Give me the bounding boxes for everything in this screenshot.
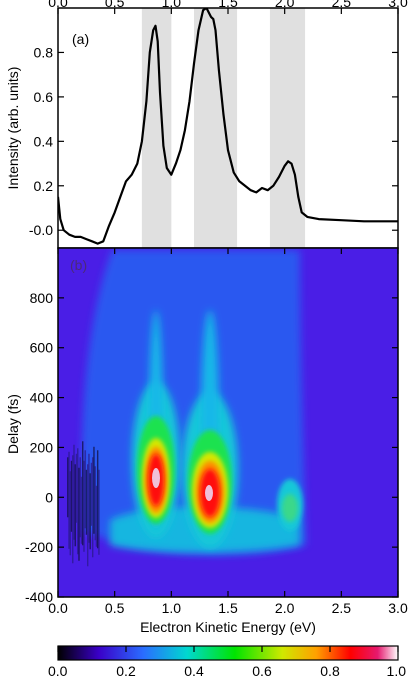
noise-stripe [72,455,74,564]
panel-a-label: (a) [72,31,89,47]
noise-stripe [94,466,96,541]
panel-b-ytick-label: 400 [30,390,54,406]
panel-a-ytick-label: -0.0 [29,222,53,238]
shaded-band-2 [194,8,238,248]
panel-a-xtick-label: 3.0 [388,0,408,10]
shaded-band-1 [141,8,172,248]
colorbar-tick-label: 1.0 [387,663,407,679]
panel-a-ylabel: Intensity (arb. units) [5,67,21,190]
panel-b-heatmap: 0.0 0.5 1.0 1.5 2.0 2.5 3.0 -400 -200 0 200 400 600… [5,247,408,635]
panel-a-line-plot: 0.0 0.5 1.0 1.5 2.0 2.5 3.0 -0.0 0.2 0.4 0.6 0.8 (… [5,0,408,249]
panel-b-label: (b) [70,257,87,273]
noise-stripe [84,450,86,529]
panel-a-xtick-label: 2.0 [275,0,295,10]
panel-a-ytick-label: 0.6 [34,89,54,105]
shaded-band-3 [269,8,306,248]
panel-a-xtick-label: 1.0 [162,0,182,10]
colorbar: 0.0 0.2 0.4 0.6 0.8 1.0 [48,645,407,679]
panel-a-ytick-label: 0.8 [34,44,54,60]
heatmap-feature-3 [277,479,303,531]
noise-stripe [96,450,99,549]
heatmap-feature-1 [132,310,180,538]
panel-b-xtick-label: 3.0 [388,600,408,616]
panel-a-xtick-label: 1.5 [218,0,238,10]
noise-stripe [67,457,69,518]
noise-stripe [68,451,70,549]
panel-b-xtick-label: 0.5 [105,600,125,616]
noise-stripe [95,485,98,547]
noise-stripe [77,448,79,555]
panel-b-xtick-label: 0.0 [48,600,68,616]
panel-b-xlabel: Electron Kinetic Energy (eV) [140,619,316,635]
heatmap-feature-2 [182,310,238,548]
noise-stripe [85,469,88,535]
noise-stripe [89,473,91,550]
colorbar-tick-label: 0.2 [116,663,136,679]
noise-stripe [87,464,89,567]
panel-a-xtick-label: 0.0 [48,0,68,10]
panel-a-ytick-label: 0.2 [34,178,54,194]
panel-b-ytick-label: 0 [45,489,53,505]
panel-b-ytick-label: -200 [25,539,53,555]
noise-stripe [69,471,71,556]
noise-stripe [79,457,81,538]
panel-b-ytick-label: -400 [25,589,53,605]
panel-b-ytick-label: 200 [30,439,54,455]
noise-stripe [83,460,85,552]
noise-stripe [93,446,95,534]
intensity-line [58,8,398,245]
colorbar-tick-label: 0.0 [48,663,68,679]
colorbar-gradient [57,645,399,661]
noise-stripe [92,457,94,558]
panel-a-xtick-label: 0.5 [105,0,125,10]
panel-b-xtick-label: 1.5 [218,600,238,616]
noise-stripe [98,469,100,555]
noise-stripe [88,453,90,543]
noise-stripe [78,467,80,561]
panel-b-xtick-label: 1.0 [162,600,182,616]
panel-b-xtick-label: 2.5 [332,600,352,616]
panel-b-xtick-label: 2.0 [275,600,295,616]
colorbar-tick-label: 0.8 [320,663,340,679]
noise-stripe [70,460,73,532]
panel-b-ytick-label: 800 [30,290,54,306]
noise-stripe [74,464,76,547]
noise-stripe [73,444,75,540]
noise-stripe [90,462,93,526]
colorbar-tick-label: 0.4 [184,663,204,679]
noise-stripe [82,441,84,546]
noise-stripe [75,453,78,523]
panel-b-ylabel: Delay (fs) [5,394,21,454]
colorbar-tick-label: 0.6 [252,663,272,679]
panel-a-ytick-label: 0.4 [34,133,54,149]
panel-a-xtick-label: 2.5 [332,0,352,10]
noise-stripe [80,476,83,544]
panel-b-ytick-label: 600 [30,340,54,356]
